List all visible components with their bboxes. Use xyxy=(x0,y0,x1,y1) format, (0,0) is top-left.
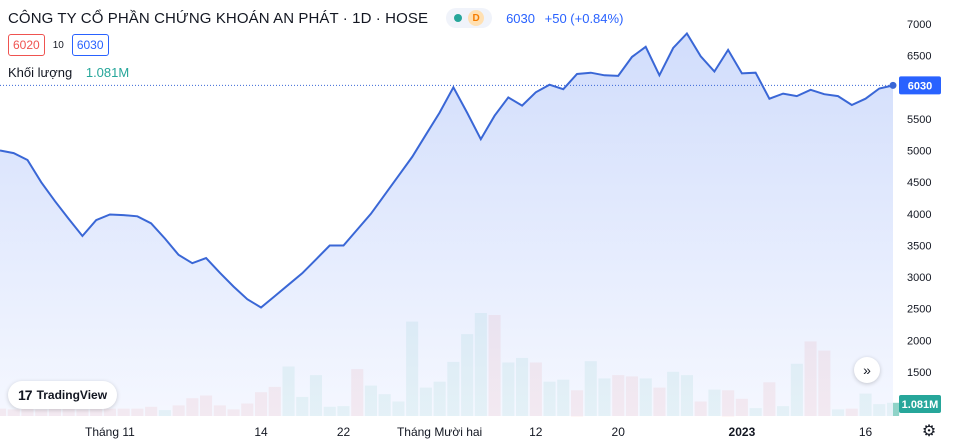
y-tick-label: 5000 xyxy=(907,146,931,158)
last-price-tag-label: 6030 xyxy=(908,80,932,92)
last-price-marker xyxy=(889,81,897,89)
gear-icon: ⚙ xyxy=(921,423,937,440)
x-tick-label: 16 xyxy=(859,425,873,439)
y-tick-label: 6500 xyxy=(907,51,931,63)
quote-row: 6020 10 6030 xyxy=(8,34,109,56)
symbol-title[interactable]: CÔNG TY CỔ PHẦN CHỨNG KHOÁN AN PHÁT · 1D… xyxy=(8,9,429,27)
y-tick-label: 3500 xyxy=(907,241,931,253)
y-tick-label: 2500 xyxy=(907,304,931,316)
symbol-title-row: CÔNG TY CỔ PHẦN CHỨNG KHOÁN AN PHÁT · 1D… xyxy=(8,8,623,28)
y-tick-label: 1500 xyxy=(907,367,931,379)
tradingview-logo-text: TradingView xyxy=(36,388,108,402)
double-chevron-right-icon: » xyxy=(863,362,871,378)
price-change: +50 (+0.84%) xyxy=(544,10,624,26)
market-status-pill[interactable]: D xyxy=(446,8,493,28)
volume-label[interactable]: Khối lượng xyxy=(8,65,73,80)
y-tick-label: 7000 xyxy=(907,19,931,31)
tradingview-logo[interactable]: 17 TradingView xyxy=(8,381,118,409)
y-tick-label: 3000 xyxy=(907,272,931,284)
x-tick-label: 12 xyxy=(529,425,543,439)
x-tick-label: 22 xyxy=(337,425,351,439)
y-tick-label: 2000 xyxy=(907,335,931,347)
last-volume-tag-bg xyxy=(899,395,941,413)
x-tick-label: Tháng 11 xyxy=(85,425,135,439)
spread-value: 10 xyxy=(52,39,64,51)
y-tick-label: 4000 xyxy=(907,209,931,221)
x-tick-label: 14 xyxy=(254,425,268,439)
price-area xyxy=(0,33,893,416)
settings-button[interactable]: ⚙ xyxy=(919,421,939,441)
market-open-dot-icon xyxy=(454,14,463,22)
tradingview-mark-icon: 17 xyxy=(18,387,33,403)
delayed-data-badge: D xyxy=(468,10,485,26)
last-price: 6030 xyxy=(506,10,535,26)
volume-legend: Khối lượng 1.081M xyxy=(8,65,129,80)
last-volume-tag-label: 1.081M xyxy=(902,399,939,411)
y-tick-label: 4500 xyxy=(907,177,931,189)
volume-value: 1.081M xyxy=(85,65,130,80)
x-tick-label: 2023 xyxy=(729,425,756,439)
x-tick-label: 20 xyxy=(612,425,626,439)
buy-price-button[interactable]: 6030 xyxy=(71,34,109,56)
price-line xyxy=(0,31,894,309)
chart-header: CÔNG TY CỔ PHẦN CHỨNG KHOÁN AN PHÁT · 1D… xyxy=(0,0,958,80)
last-price-tag-bg xyxy=(899,76,941,95)
price-info: 6030 +50 (+0.84%) xyxy=(506,11,623,26)
scroll-to-realtime-button[interactable]: » xyxy=(854,357,880,383)
y-tick-label: 5500 xyxy=(907,114,931,126)
time-axis[interactable]: Tháng 11 14 22 Tháng Mười hai 12 20 2023 16 xyxy=(85,425,873,439)
sell-price-button[interactable]: 6020 xyxy=(8,34,45,56)
x-tick-label: Tháng Mười hai xyxy=(397,425,482,439)
